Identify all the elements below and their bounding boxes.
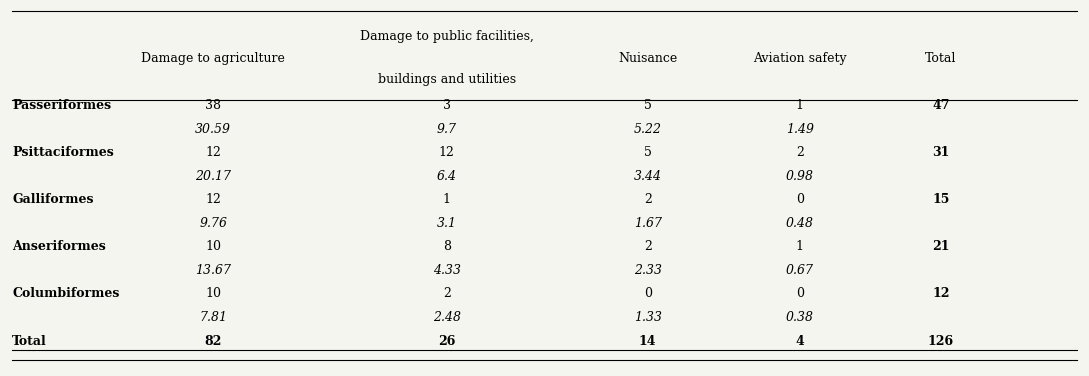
Text: 4: 4 (795, 335, 804, 347)
Text: 5.22: 5.22 (634, 123, 662, 136)
Text: 0: 0 (796, 288, 804, 300)
Text: 12: 12 (439, 146, 455, 159)
Text: Total: Total (12, 335, 47, 347)
Text: Galliformes: Galliformes (12, 193, 94, 206)
Text: 1: 1 (796, 99, 804, 112)
Text: 1: 1 (796, 241, 804, 253)
Text: 14: 14 (639, 335, 657, 347)
Text: 12: 12 (205, 146, 221, 159)
Text: 126: 126 (928, 335, 954, 347)
Text: 47: 47 (932, 99, 950, 112)
Text: Aviation safety: Aviation safety (752, 52, 846, 65)
Text: 38: 38 (205, 99, 221, 112)
Text: 31: 31 (932, 146, 950, 159)
Text: 15: 15 (932, 193, 950, 206)
Text: buildings and utilities: buildings and utilities (378, 73, 516, 86)
Text: 0: 0 (644, 288, 651, 300)
Text: 2.33: 2.33 (634, 264, 662, 277)
Text: 4.33: 4.33 (432, 264, 461, 277)
Text: 1.67: 1.67 (634, 217, 662, 230)
Text: 9.7: 9.7 (437, 123, 456, 136)
Text: 20.17: 20.17 (195, 170, 231, 183)
Text: 2.48: 2.48 (432, 311, 461, 324)
Text: Total: Total (926, 52, 956, 65)
Text: Nuisance: Nuisance (619, 52, 677, 65)
Text: Columbiformes: Columbiformes (12, 288, 120, 300)
Text: 1.33: 1.33 (634, 311, 662, 324)
Text: 2: 2 (644, 241, 651, 253)
Text: 9.76: 9.76 (199, 217, 228, 230)
Text: Psittaciformes: Psittaciformes (12, 146, 114, 159)
Text: 2: 2 (644, 193, 651, 206)
Text: 3.44: 3.44 (634, 170, 662, 183)
Text: 0: 0 (796, 193, 804, 206)
Text: Damage to agriculture: Damage to agriculture (142, 52, 285, 65)
Text: 7.81: 7.81 (199, 311, 228, 324)
Text: 13.67: 13.67 (195, 264, 231, 277)
Text: 0.67: 0.67 (786, 264, 813, 277)
Text: 5: 5 (644, 146, 651, 159)
Text: Passeriformes: Passeriformes (12, 99, 111, 112)
Text: 26: 26 (438, 335, 455, 347)
Text: 10: 10 (205, 241, 221, 253)
Text: 30.59: 30.59 (195, 123, 231, 136)
Text: 0.98: 0.98 (786, 170, 813, 183)
Text: 21: 21 (932, 241, 950, 253)
Text: 0.38: 0.38 (786, 311, 813, 324)
Text: Damage to public facilities,: Damage to public facilities, (359, 30, 534, 43)
Text: 3: 3 (443, 99, 451, 112)
Text: 5: 5 (644, 99, 651, 112)
Text: 10: 10 (205, 288, 221, 300)
Text: Anseriformes: Anseriformes (12, 241, 106, 253)
Text: 12: 12 (205, 193, 221, 206)
Text: 1.49: 1.49 (786, 123, 813, 136)
Text: 8: 8 (443, 241, 451, 253)
Text: 2: 2 (443, 288, 451, 300)
Text: 12: 12 (932, 288, 950, 300)
Text: 3.1: 3.1 (437, 217, 456, 230)
Text: 1: 1 (443, 193, 451, 206)
Text: 6.4: 6.4 (437, 170, 456, 183)
Text: 0.48: 0.48 (786, 217, 813, 230)
Text: 2: 2 (796, 146, 804, 159)
Text: 82: 82 (205, 335, 222, 347)
